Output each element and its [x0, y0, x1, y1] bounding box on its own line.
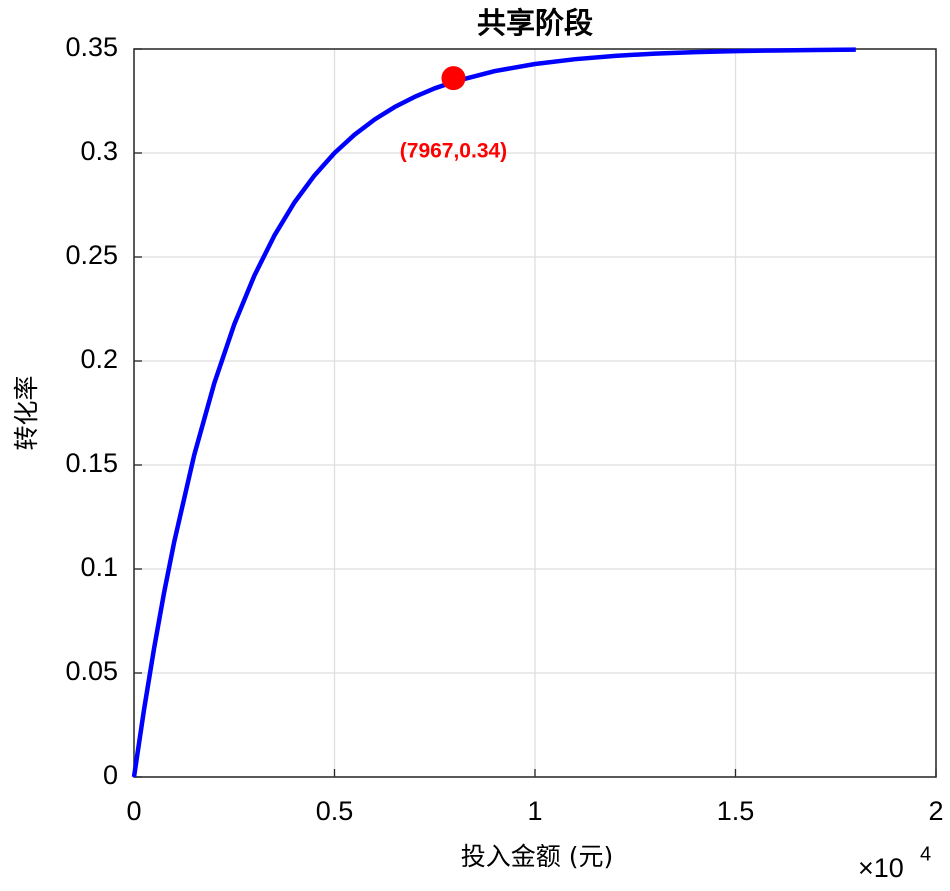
x-exponent-base: ×10	[858, 853, 904, 883]
y-tick-label: 0.15	[65, 448, 118, 478]
x-tick-label: 0.5	[316, 796, 354, 826]
data-point	[441, 66, 466, 91]
plot-frame	[133, 48, 937, 778]
chart-title: 共享阶段	[477, 6, 593, 40]
y-tick-label: 0.1	[80, 552, 118, 582]
x-tick-label: 0	[126, 796, 141, 826]
y-tick-label: 0.3	[80, 136, 118, 166]
data-label: (7967,0.34)	[400, 140, 507, 163]
y-tick-label: 0.05	[65, 656, 118, 686]
x-tick-label: 1	[527, 796, 542, 826]
y-tick-label: 0.25	[65, 240, 118, 270]
y-tick-label: 0	[103, 760, 118, 790]
x-tick-label: 2	[928, 796, 943, 826]
y-tick-label: 0.2	[80, 344, 118, 374]
x-exponent: 4	[920, 843, 931, 865]
x-tick-label: 1.5	[717, 796, 755, 826]
data-line	[131, 47, 856, 778]
y-axis-label: 转化率	[12, 375, 41, 450]
y-tick-label: 0.35	[65, 32, 118, 62]
x-axis-label: 投入金额 (元)	[461, 842, 613, 871]
